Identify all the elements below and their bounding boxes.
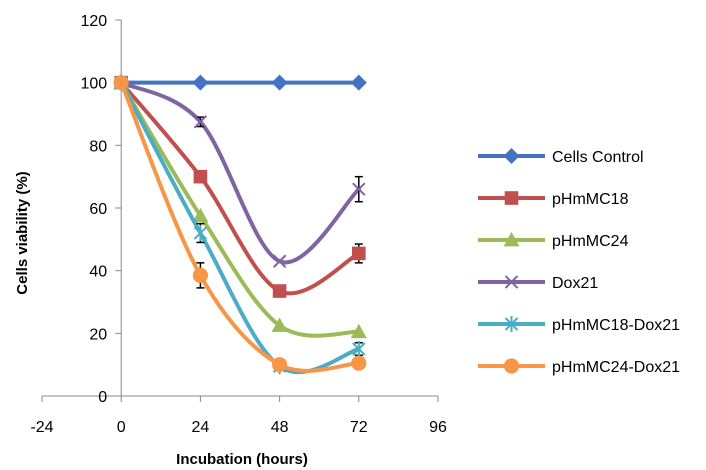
marker-stroke bbox=[272, 254, 287, 268]
chart-axes: -24 0 24 48 72 96 0 20 40 60 80 100 120 bbox=[30, 13, 447, 436]
legend-item: Cells Control bbox=[478, 148, 644, 166]
y-tick-label: 20 bbox=[89, 326, 107, 343]
legend-marker bbox=[503, 148, 520, 164]
legend-item: pHmMC18 bbox=[478, 191, 629, 208]
x-tick-label: 0 bbox=[117, 419, 126, 436]
legend-label: pHmMC18-Dox21 bbox=[552, 317, 680, 334]
series-line bbox=[119, 80, 361, 373]
series-cells-control bbox=[113, 74, 367, 91]
data-point bbox=[192, 267, 208, 283]
data-point bbox=[193, 169, 208, 184]
data-point bbox=[193, 225, 208, 242]
y-tick-label: 120 bbox=[80, 13, 107, 30]
legend: Cells Control pHmMC18 pHmMC24 Dox21 pHmMC18-… bbox=[478, 148, 680, 376]
data-point bbox=[193, 115, 208, 129]
y-tick-label: 100 bbox=[80, 76, 107, 93]
marker-stroke bbox=[193, 115, 208, 129]
legend-label: pHmMC24-Dox21 bbox=[552, 359, 680, 376]
series-phmmc18 bbox=[114, 75, 366, 298]
series-phmmc24-dox21 bbox=[113, 75, 367, 373]
series-line bbox=[119, 80, 361, 338]
y-tick-label: 40 bbox=[89, 264, 107, 281]
marker-stroke bbox=[504, 275, 519, 289]
y-axis-title: Cells viability (%) bbox=[14, 171, 31, 294]
x-tick-label: 48 bbox=[271, 419, 289, 436]
data-point bbox=[352, 182, 366, 196]
data-point bbox=[350, 74, 367, 91]
data-point bbox=[192, 207, 209, 223]
x-tick-label: 96 bbox=[429, 419, 447, 436]
x-tick-label: -24 bbox=[30, 419, 53, 436]
legend-item: pHmMC18-Dox21 bbox=[478, 316, 680, 334]
data-point bbox=[272, 254, 287, 268]
data-point bbox=[192, 74, 209, 91]
legend-marker bbox=[504, 275, 519, 289]
legend-label: pHmMC24 bbox=[552, 233, 629, 250]
legend-label: Dox21 bbox=[552, 275, 598, 292]
data-point bbox=[352, 246, 366, 261]
legend-label: pHmMC18 bbox=[552, 191, 629, 208]
series-line bbox=[119, 80, 361, 296]
legend-item: pHmMC24-Dox21 bbox=[478, 358, 680, 376]
series-layer bbox=[113, 74, 367, 375]
data-point bbox=[272, 357, 288, 373]
series-dox21 bbox=[114, 75, 366, 268]
x-tick-label: 24 bbox=[192, 419, 210, 436]
data-point bbox=[352, 341, 366, 357]
x-axis-title: Incubation (hours) bbox=[176, 451, 308, 468]
marker-stroke bbox=[352, 182, 366, 196]
data-point bbox=[351, 355, 367, 371]
x-tick-label: 72 bbox=[350, 419, 368, 436]
y-tick-label: 60 bbox=[89, 201, 107, 218]
data-point bbox=[271, 74, 288, 91]
legend-marker bbox=[503, 358, 520, 374]
legend-label: Cells Control bbox=[552, 149, 644, 166]
legend-item: Dox21 bbox=[478, 275, 598, 292]
data-point bbox=[113, 75, 129, 91]
y-tick-label: 80 bbox=[89, 138, 107, 155]
data-point bbox=[350, 323, 367, 339]
y-tick-label: 0 bbox=[98, 389, 107, 406]
data-point bbox=[271, 317, 288, 332]
data-point bbox=[272, 284, 287, 298]
legend-item: pHmMC24 bbox=[478, 232, 629, 250]
series-line bbox=[119, 80, 361, 265]
legend-marker bbox=[504, 191, 519, 205]
legend-marker bbox=[503, 232, 520, 247]
legend-marker bbox=[504, 316, 519, 332]
